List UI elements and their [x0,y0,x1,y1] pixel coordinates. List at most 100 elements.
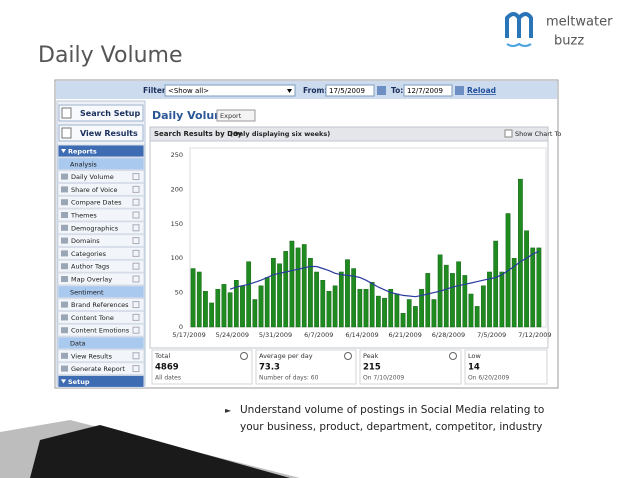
x-tick-label: 5/17/2009 [172,331,205,339]
summary-label: Low [468,352,481,360]
summary-value: 4869 [155,363,179,373]
summary-label: Average per day [259,352,313,360]
x-tick-label: 6/14/2009 [345,331,378,339]
item-icon [132,173,140,181]
bar [233,280,239,328]
reload-link[interactable]: Reload [467,86,496,95]
bar [462,275,468,328]
sidebar-item-label: Brand References [71,301,129,309]
sidebar-item[interactable] [57,170,145,184]
logo-text: meltwater [546,15,613,30]
sidebar-item-label: Themes [70,212,97,220]
summary-value: 73.3 [259,363,280,373]
x-tick-label: 6/7/2009 [304,331,333,339]
sidebar-button[interactable] [58,104,144,122]
bar [271,258,276,328]
x-tick-label: 6/21/2009 [389,331,422,339]
x-tick-label: 7/5/2009 [477,331,506,339]
bar [196,271,202,328]
item-icon [132,365,140,373]
sidebar-item-label: Author Tags [71,263,110,271]
bar [277,263,282,328]
export-button[interactable] [216,109,256,122]
bar [221,284,227,328]
sidebar-item[interactable] [57,362,145,376]
bar [388,288,394,328]
sidebar-item[interactable] [57,234,145,248]
bar [394,293,400,328]
sidebar-item[interactable] [57,272,145,286]
sidebar-item[interactable] [57,298,145,312]
item-icon [61,352,68,359]
bar [320,280,326,328]
sidebar-item-label: Categories [71,250,107,258]
bar [301,244,307,328]
calendar-icon[interactable] [377,86,386,95]
checkbox-label: Show Chart To [515,130,561,138]
item-icon [61,314,68,321]
y-tick-label: 100 [171,254,183,262]
bar [227,292,233,328]
from-value: 17/5/2009 [329,87,365,95]
item-icon [61,276,68,282]
bar [209,302,214,328]
bar [536,247,542,328]
to-input[interactable] [403,84,453,97]
filter-label: Filter: [143,86,169,95]
sidebar-button-label: Search Setup [80,109,140,118]
export-label: Export [220,112,242,120]
bar [369,282,375,328]
bar [295,247,301,328]
filter-select[interactable] [164,84,296,97]
help-icon[interactable] [344,352,352,360]
y-tick-label: 0 [179,323,183,331]
bar [357,288,363,328]
bar [530,247,536,328]
help-icon[interactable] [240,352,248,360]
calendar-icon[interactable] [455,86,464,95]
sidebar-item[interactable] [57,259,145,273]
bar [524,230,529,328]
summary-value: 14 [468,363,480,373]
arrow [61,379,66,384]
panel-subnote: (Only displaying six weeks) [230,130,330,138]
sidebar-item[interactable] [57,208,145,222]
from-label: From: [303,86,327,95]
bar [511,258,517,328]
item-icon [61,224,68,231]
decoration [30,425,290,478]
summary-note: All dates [155,375,181,382]
item-icon [132,326,140,334]
sidebar-item[interactable] [57,246,145,260]
bar [431,299,437,328]
sidebar-item[interactable] [57,349,145,363]
help-icon[interactable] [449,352,457,360]
sidebar-item [57,374,145,388]
item-icon [61,301,68,308]
summary-box [255,349,357,385]
sidebar-item[interactable] [57,221,145,235]
sidebar-button[interactable] [58,124,144,142]
y-tick-label: 250 [171,151,183,159]
sidebar-item[interactable] [57,195,145,209]
y-tick-label: 50 [175,289,183,297]
from-input[interactable] [325,84,375,97]
checkbox[interactable] [504,129,513,138]
summary-label: Peak [363,352,379,360]
sidebar-item [57,144,145,158]
summary-note: On 7/10/2009 [363,375,404,382]
to-value: 12/7/2009 [407,87,443,95]
bar [338,271,344,328]
filter-value: <Show all> [168,87,209,95]
bar [264,277,270,328]
summary-note: Number of days: 60 [259,375,319,382]
sidebar-item[interactable] [57,182,145,196]
sidebar-item[interactable] [57,310,145,324]
to-label: To: [391,86,403,95]
bar [450,273,455,328]
bar [215,288,221,328]
bar [252,299,258,328]
bar [308,258,313,328]
sidebar-item[interactable] [57,323,145,337]
item-icon [61,237,68,244]
